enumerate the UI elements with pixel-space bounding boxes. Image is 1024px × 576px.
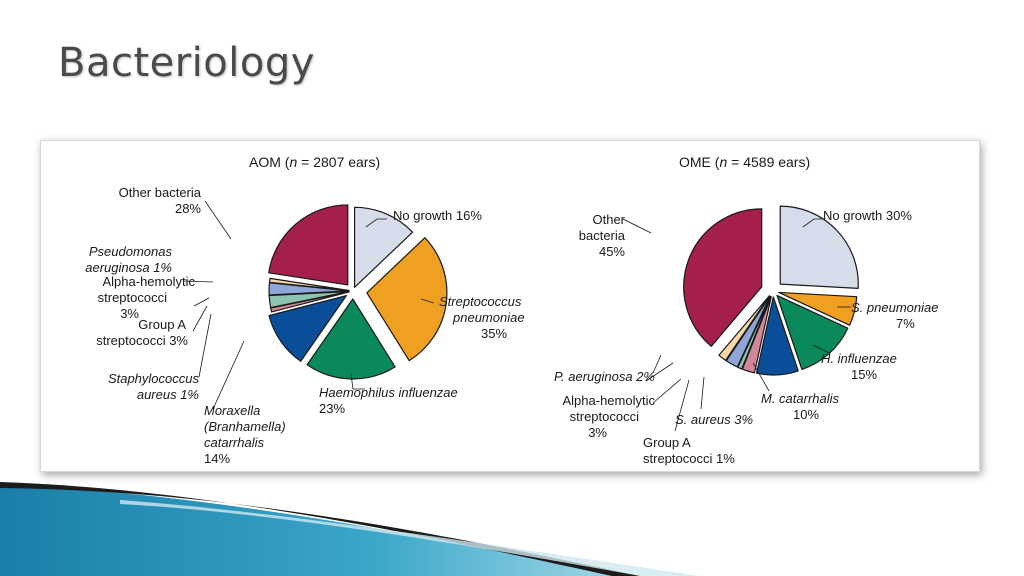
ome-label-group-a-1: Group A: [643, 435, 691, 450]
aom-label-alpha-2: streptococci: [98, 290, 167, 305]
aom-leader-lines: [182, 200, 435, 410]
aom-slice-h-influenzae: [306, 298, 396, 380]
ome-chart-title: OME (n = 4589 ears): [679, 154, 810, 170]
aom-label-h-influenzae-name: Haemophilus influenzae: [319, 385, 458, 400]
aom-label-moraxella-pct: 14%: [204, 451, 230, 466]
aom-label-moraxella-2: (Branhamella): [204, 419, 286, 434]
aom-labels: No growth 16% Streptococcus pneumoniae 3…: [85, 185, 524, 466]
aom-label-group-a-1: Group A: [138, 317, 186, 332]
aom-label-s-pneumoniae-pct: 35%: [481, 326, 507, 341]
aom-label-moraxella-3: catarrhalis: [204, 435, 264, 450]
ome-slice-pseudomonas: [718, 295, 770, 361]
aom-label-alpha-1: Alpha-hemolytic: [103, 274, 196, 289]
ome-label-other-2: bacteria: [579, 228, 626, 243]
aom-pie: [268, 204, 448, 380]
ome-label-alpha-1: Alpha-hemolytic: [563, 393, 656, 408]
aom-slice-group-a: [268, 290, 350, 309]
aom-label-no-growth: No growth 16%: [393, 208, 482, 223]
ome-slice-moraxella: [755, 296, 799, 376]
ome-label-group-a-2: streptococci 1%: [643, 451, 735, 466]
ome-pie: [683, 205, 859, 376]
aom-label-moraxella-1: Moraxella: [204, 403, 260, 418]
ome-slice-h-influenzae: [776, 294, 849, 370]
aom-label-other-1: Other bacteria: [119, 185, 202, 200]
ome-slice-alpha-hemolytic: [725, 295, 771, 368]
ome-slice-other: [683, 208, 763, 347]
ome-leader-lines: [622, 218, 851, 432]
aom-slice-no-growth: [353, 206, 414, 288]
ome-label-alpha-pct: 3%: [588, 425, 607, 440]
ome-label-other-3: 45%: [599, 244, 625, 259]
ome-label-s-pneumoniae-name: S. pneumoniae: [851, 300, 938, 315]
aom-label-s-pneumoniae-name2: pneumoniae: [452, 310, 525, 325]
pie-charts-figure: AOM (n = 2807 ears) OME (n = 4589 ears) …: [85, 154, 938, 466]
ome-label-s-pneumoniae-pct: 7%: [896, 316, 915, 331]
ome-label-h-influenzae-name: H. influenzae: [821, 351, 897, 366]
slide-title: Bacteriology: [58, 40, 315, 86]
ome-slice-group-a: [737, 295, 772, 370]
figure-frame: AOM (n = 2807 ears) OME (n = 4589 ears) …: [40, 140, 980, 472]
aom-label-alpha-pct: 3%: [120, 306, 139, 321]
aom-label-s-aureus-2: aureus 1%: [137, 387, 199, 402]
ome-label-alpha-2: streptococci: [570, 409, 639, 424]
aom-label-s-aureus-1: Staphylococcus: [108, 371, 200, 386]
ome-label-h-influenzae-pct: 15%: [851, 367, 877, 382]
ome-label-no-growth: No growth 30%: [823, 208, 912, 223]
aom-slice-other: [268, 204, 349, 286]
aom-slice-s-pneumoniae: [366, 237, 448, 362]
ome-slice-s-aureus: [741, 296, 772, 374]
ome-label-m-catarrhalis-pct: 10%: [793, 407, 819, 422]
aom-label-h-influenzae-pct: 23%: [319, 401, 345, 416]
ome-label-m-catarrhalis-name: M. catarrhalis: [761, 391, 840, 406]
aom-chart-title: AOM (n = 2807 ears): [249, 154, 380, 170]
aom-slice-moraxella: [268, 294, 348, 362]
aom-label-group-a-2: streptococci 3%: [96, 333, 188, 348]
ome-labels: No growth 30% S. pneumoniae 7% H. influe…: [554, 208, 938, 466]
ome-label-p-aeruginosa: P. aeruginosa 2%: [554, 369, 655, 384]
aom-slice-pseudomonas: [268, 277, 350, 292]
aom-label-pseudomonas-2: aeruginosa 1%: [85, 260, 172, 275]
ome-label-other-1: Other: [592, 212, 625, 227]
ome-slice-s-pneumoniae: [778, 291, 858, 326]
ome-label-s-aureus: S. aureus 3%: [675, 412, 753, 427]
ome-slice-no-growth: [779, 205, 859, 289]
aom-label-other-2: 28%: [175, 201, 201, 216]
aom-label-pseudomonas-1: Pseudomonas: [89, 244, 173, 259]
aom-label-s-pneumoniae-name: Streptococcus: [439, 294, 522, 309]
